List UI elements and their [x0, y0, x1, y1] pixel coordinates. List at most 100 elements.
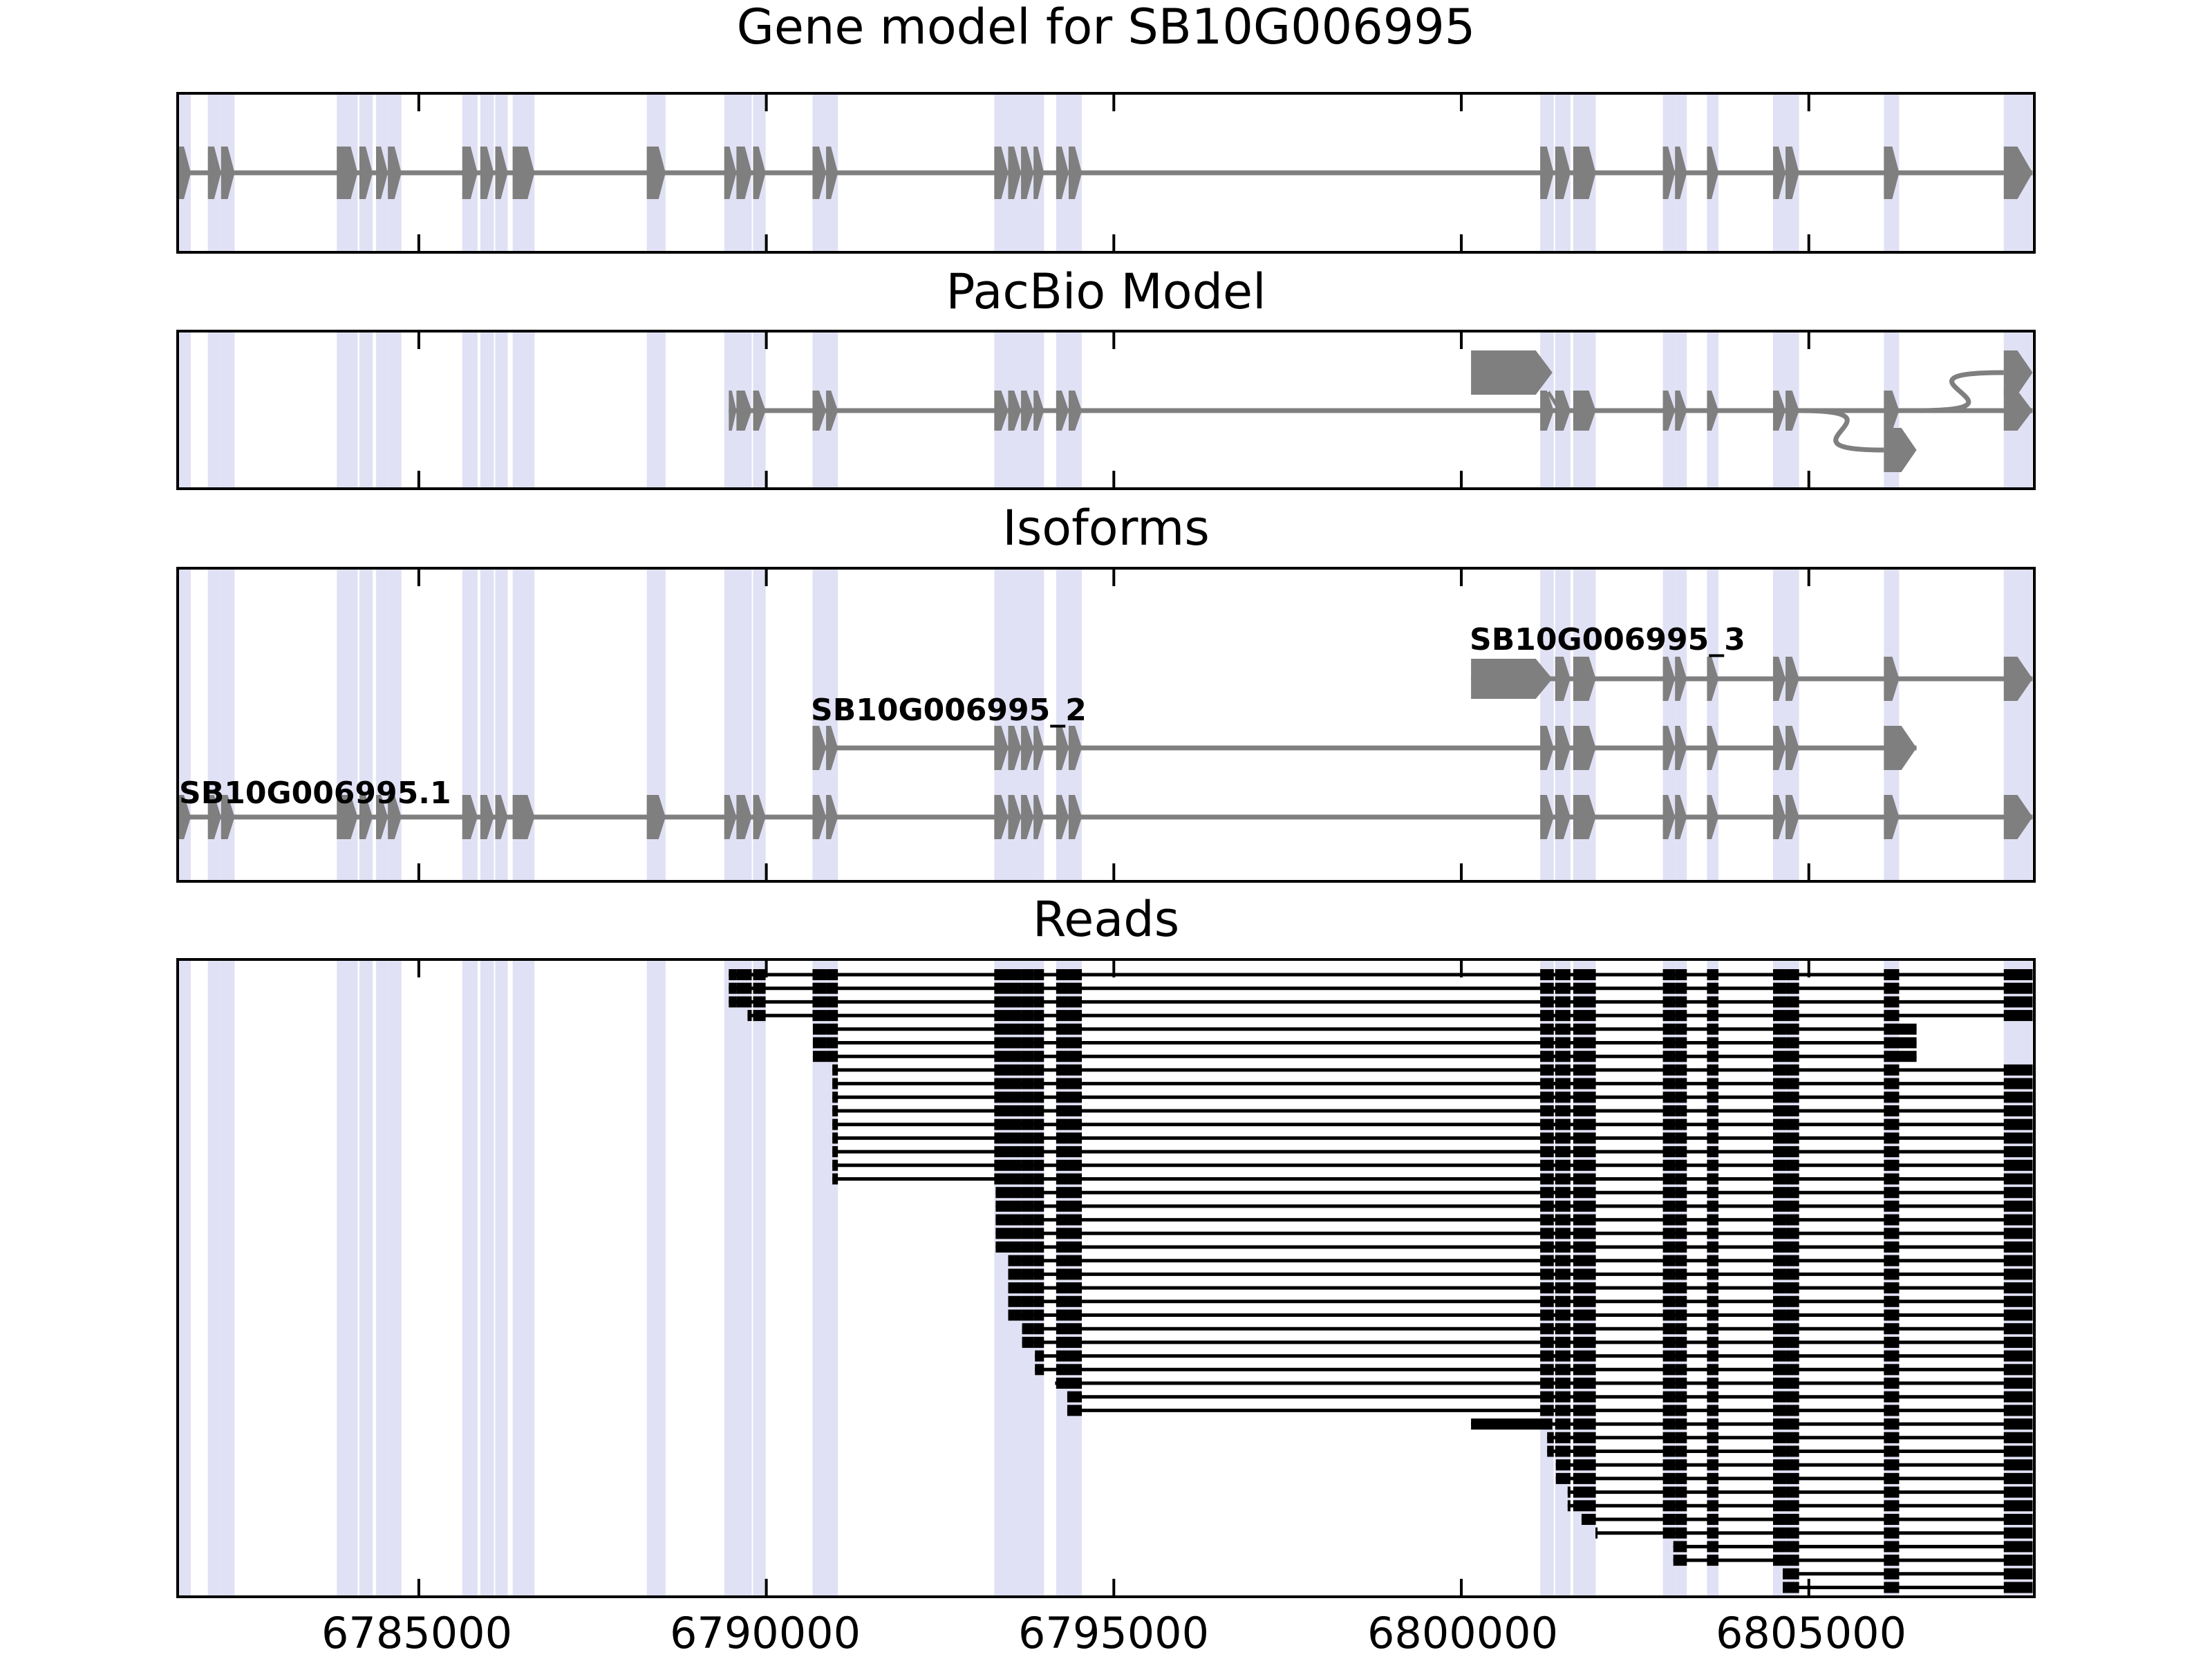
exon-box	[1662, 795, 1676, 839]
read-exon-block	[1785, 1418, 1799, 1430]
read-exon-block	[1884, 1078, 1900, 1089]
read-exon-block	[1772, 1146, 1786, 1158]
read-exon-block	[2003, 1173, 2033, 1185]
read-exon-block	[1068, 1309, 1082, 1321]
read-exon-block	[747, 1010, 752, 1022]
isoform-start-box	[1471, 659, 1553, 699]
read-exon-block	[1573, 1010, 1596, 1022]
read-exon-block	[1662, 1405, 1676, 1416]
exon-box	[1573, 657, 1596, 701]
read-exon-block	[1021, 1173, 1034, 1185]
exon-box	[388, 147, 402, 199]
read-exon-block	[1707, 1295, 1719, 1307]
read-exon-block	[2003, 1391, 2033, 1403]
exon-box	[1056, 726, 1069, 770]
read-exon-block	[1035, 1364, 1044, 1376]
read-exon-block	[994, 1091, 1009, 1103]
read-exon-block	[1884, 1309, 1900, 1321]
panel-reads	[176, 958, 2036, 1598]
exon-box	[1785, 391, 1799, 431]
read-exon-block	[1675, 1472, 1687, 1484]
read-exon-block	[812, 1051, 827, 1062]
read-exon-block	[812, 1010, 827, 1022]
read-exon-block	[1540, 1241, 1554, 1253]
read-exon-block	[1772, 1432, 1786, 1443]
read-exon-block	[1068, 1159, 1082, 1171]
read-exon-block	[1884, 1105, 1900, 1116]
exon-box	[337, 147, 358, 199]
read-exon-block	[1555, 1268, 1571, 1280]
read-exon-block	[1675, 1555, 1687, 1566]
read-exon-block	[1573, 1364, 1596, 1376]
read-exon-block	[1785, 1282, 1799, 1294]
read-exon-block	[995, 1214, 1009, 1226]
exon-highlight-stripe	[495, 332, 508, 487]
exon-box	[1056, 795, 1069, 839]
read-exon-block	[1884, 1091, 1900, 1103]
read-exon-block	[1772, 1159, 1786, 1171]
exon-highlight-stripe	[753, 961, 766, 1595]
read-exon-block	[1540, 996, 1554, 1008]
exon-box	[1662, 391, 1676, 431]
read-exon-block	[1785, 1078, 1799, 1089]
read-exon-block	[1884, 1472, 1900, 1484]
read-exon-block	[1008, 1146, 1022, 1158]
read-exon-block	[1884, 1173, 1900, 1185]
read-exon-block	[1662, 1500, 1676, 1512]
read-exon-block	[1540, 1037, 1554, 1049]
exon-box	[1540, 391, 1554, 431]
read-exon-block	[2003, 969, 2033, 980]
exon-box	[1555, 726, 1571, 770]
read-exon-block	[1068, 1255, 1082, 1266]
read-exon-block	[1056, 1118, 1069, 1130]
read-exon-block	[1772, 1391, 1786, 1403]
read-exon-block	[1707, 1268, 1719, 1280]
read-exon-block	[1008, 1132, 1022, 1144]
exon-box	[1573, 726, 1596, 770]
exon-box	[994, 147, 1009, 199]
read-exon-block	[1675, 1064, 1687, 1076]
exon-box	[826, 147, 838, 199]
read-exon-block	[1067, 1405, 1069, 1416]
exon-box	[826, 391, 838, 431]
x-tick-label: 6805000	[1715, 1608, 1907, 1658]
read-exon-block	[1675, 1350, 1687, 1362]
read-exon-block	[1662, 1105, 1676, 1116]
read-exon-block	[1662, 1173, 1676, 1185]
read-exon-block	[1662, 1146, 1676, 1158]
exon-highlight-stripe	[337, 961, 358, 1595]
read-exon-block	[1785, 1472, 1799, 1484]
read-exon-block	[2003, 996, 2033, 1008]
read-exon-block	[1884, 1527, 1900, 1539]
read-exon-block	[1785, 1378, 1799, 1389]
read-exon-block	[1662, 1378, 1676, 1389]
read-exon-block	[1662, 1228, 1676, 1239]
exon-highlight-stripe	[376, 332, 388, 487]
track-svg	[179, 95, 2033, 251]
read-exon-block	[1008, 1078, 1022, 1089]
x-tick-label: 6800000	[1367, 1608, 1559, 1658]
read-exon-block	[1662, 1132, 1676, 1144]
exon-box	[1884, 147, 1900, 199]
exon-box	[1573, 795, 1596, 839]
read-exon-block	[2003, 1405, 2033, 1416]
read-exon-block	[1707, 1378, 1719, 1389]
read-exon-block	[1068, 969, 1082, 980]
read-exon-block	[1056, 1241, 1069, 1253]
exon-box	[1772, 657, 1786, 701]
read-exon-block	[1021, 1118, 1034, 1130]
read-exon-block	[2003, 1555, 2033, 1566]
read-exon-block	[1772, 1309, 1786, 1321]
exon-box	[724, 147, 737, 199]
read-exon-block	[1555, 1228, 1571, 1239]
read-exon-block	[1540, 1078, 1554, 1089]
read-exon-block	[1068, 1187, 1082, 1199]
read-exon-block	[1008, 1241, 1022, 1253]
exon-box	[1573, 391, 1596, 431]
read-exon-block	[1707, 1173, 1719, 1185]
read-exon-block	[1068, 1023, 1082, 1035]
read-exon-block	[1707, 1336, 1719, 1348]
read-exon-block	[1707, 1514, 1719, 1525]
read-exon-block	[995, 1187, 1009, 1199]
read-exon-block	[812, 1023, 827, 1035]
